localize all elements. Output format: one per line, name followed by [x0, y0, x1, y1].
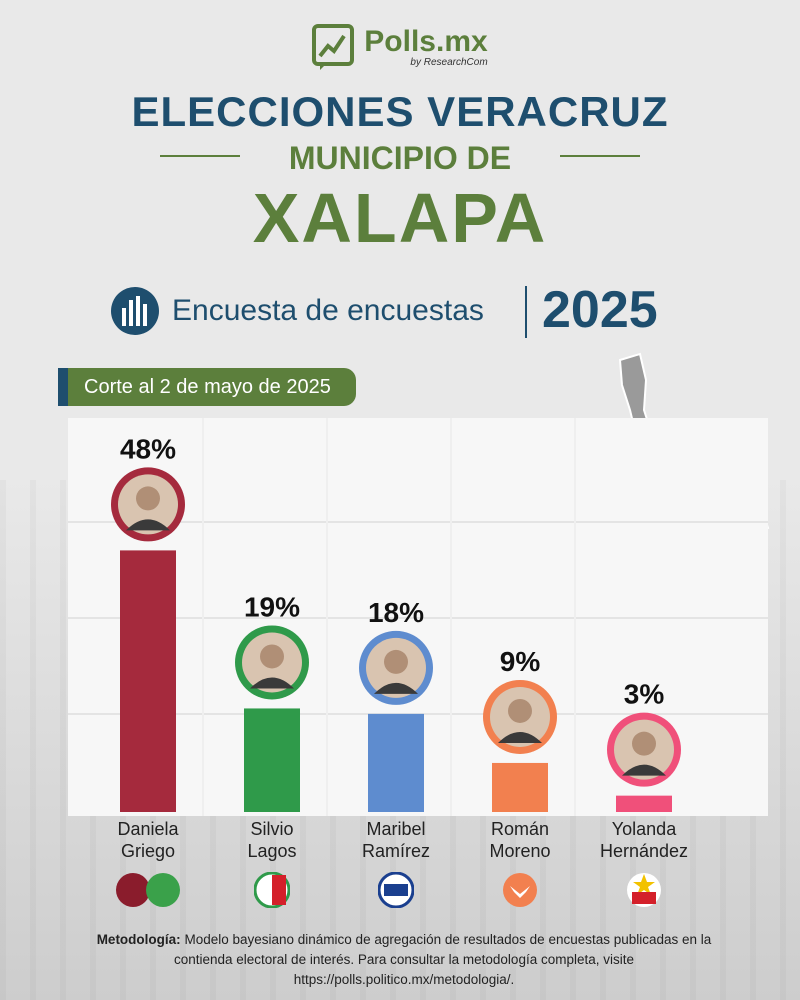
bar — [616, 795, 672, 812]
polls-logo-icon — [312, 24, 355, 70]
value-label: 3% — [624, 679, 665, 710]
subtitle-text: Encuesta de encuestas — [172, 294, 484, 327]
candidate-avatar — [111, 467, 185, 542]
column-separator — [450, 418, 452, 816]
cutoff-label: Corte al 2 de mayo de 2025 — [68, 368, 356, 406]
subtitle-divider — [525, 286, 527, 338]
value-label: 19% — [244, 591, 300, 622]
brand-logo: Polls.mx by ResearchCom — [0, 24, 800, 75]
brand-name: Polls.mx — [364, 24, 488, 58]
value-label: 9% — [500, 646, 541, 677]
party-logo-icon — [377, 871, 415, 913]
candidate-avatar — [607, 712, 681, 787]
brand-sub: by ResearchCom — [410, 56, 488, 68]
column-separator — [202, 418, 204, 816]
methodology-text: Modelo bayesiano dinámico de agregación … — [173, 932, 712, 987]
candidate-name: Yolanda Hernández — [599, 819, 689, 861]
column-separator — [574, 418, 576, 816]
divider-left — [160, 155, 240, 157]
methodology: Metodología: Modelo bayesiano dinámico d… — [74, 930, 734, 990]
party-logo-icon — [113, 872, 183, 913]
title-line2: MUNICIPIO DE — [288, 140, 512, 176]
party-logo-icon — [502, 872, 538, 913]
party-logo-icon — [626, 872, 662, 913]
bar — [120, 550, 176, 812]
chart-panel: 48% 19% 18% 9% 3% — [68, 418, 768, 816]
title-line3: XALAPA — [252, 179, 548, 257]
value-label: 18% — [368, 597, 424, 628]
candidate-name: Silvio Lagos — [247, 819, 297, 861]
bar — [492, 762, 548, 812]
candidate-name: Daniela Griego — [117, 819, 179, 861]
bar — [244, 708, 300, 812]
subtitle-year: 2025 — [542, 281, 658, 339]
title-line2-row: MUNICIPIO DE — [160, 140, 640, 176]
bar-chart-icon — [111, 287, 159, 335]
subtitle-row: Encuesta de encuestas 2025 — [110, 280, 710, 344]
divider-right — [560, 155, 640, 157]
candidate-name: Maribel Ramírez — [361, 819, 430, 861]
candidate-name: Román Moreno — [489, 819, 551, 861]
candidate-avatar — [235, 625, 309, 700]
bar — [368, 713, 424, 812]
party-logo-icon — [253, 871, 291, 913]
candidate-names: Daniela Griego Silvio Lagos Maribel Ramírez Ro… — [68, 818, 768, 878]
title-line1: ELECCIONES VERACRUZ — [131, 88, 669, 135]
cutoff-tab — [58, 368, 68, 406]
party-logos — [68, 871, 768, 909]
candidate-avatar — [483, 679, 557, 754]
column-separator — [326, 418, 328, 816]
candidate-avatar — [359, 630, 433, 705]
value-label: 48% — [120, 433, 176, 464]
methodology-label: Metodología: — [96, 932, 181, 947]
bar-chart: 48% 19% 18% 9% 3% — [68, 418, 768, 816]
